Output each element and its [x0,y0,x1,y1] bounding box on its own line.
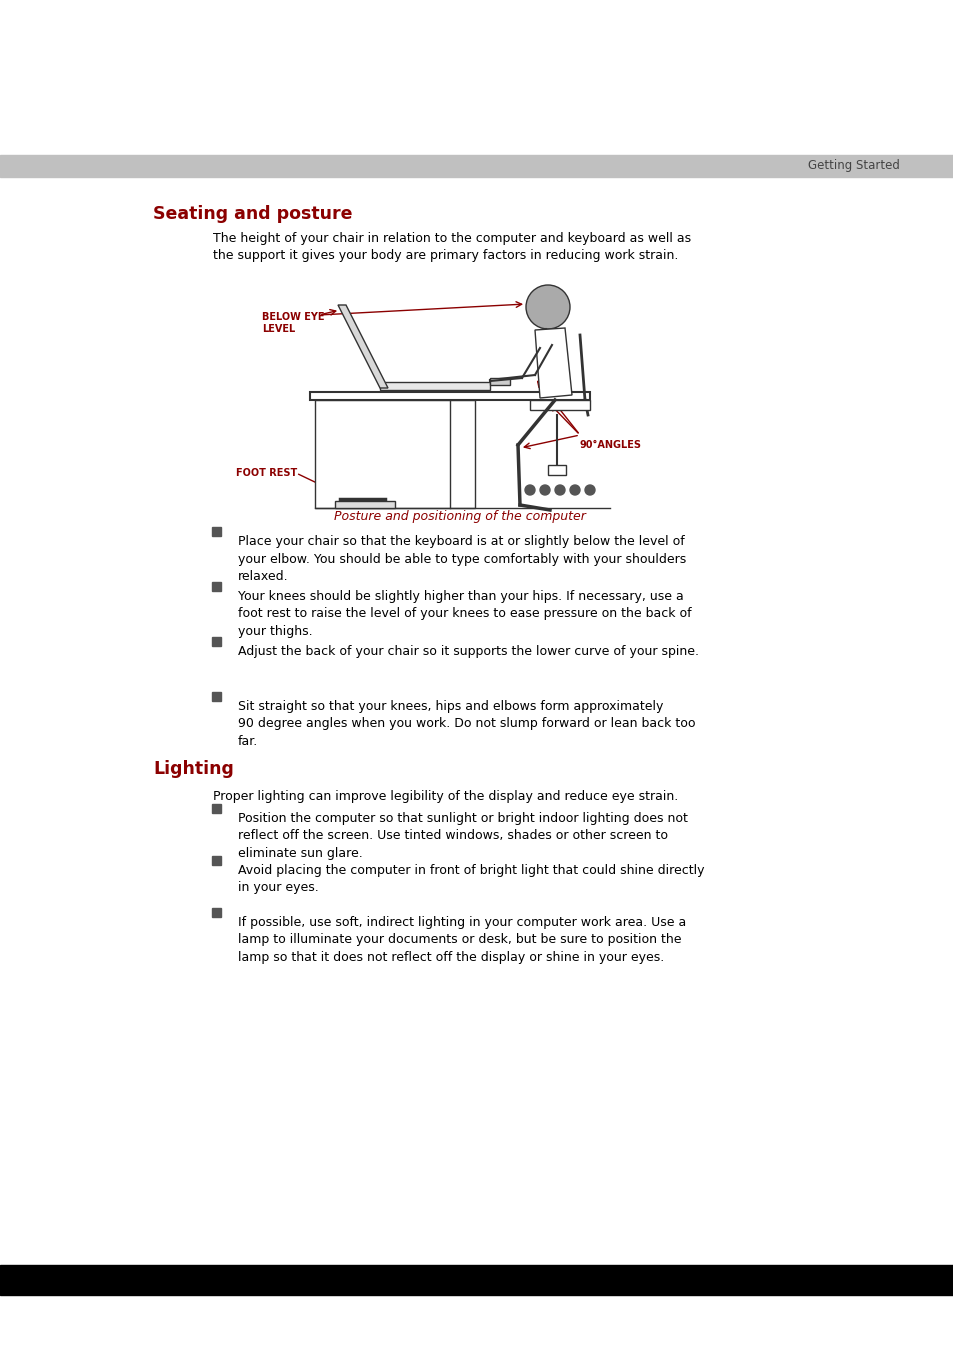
Circle shape [539,485,550,494]
Text: Position the computer so that sunlight or bright indoor lighting does not
reflec: Position the computer so that sunlight o… [237,812,687,861]
Polygon shape [535,328,572,399]
Polygon shape [490,378,510,385]
Text: Proper lighting can improve legibility of the display and reduce eye strain.: Proper lighting can improve legibility o… [213,790,678,802]
Bar [212,908,221,917]
Circle shape [524,485,535,494]
Text: Toshiba A80: Toshiba A80 [40,1274,131,1286]
Text: 3-3: 3-3 [889,1274,913,1286]
Bar [0,155,953,177]
Text: If possible, use soft, indirect lighting in your computer work area. Use a
lamp : If possible, use soft, indirect lighting… [237,916,685,965]
Circle shape [584,485,595,494]
Circle shape [555,485,564,494]
Bar [212,638,221,646]
Bar [212,692,221,701]
Text: Place your chair so that the keyboard is at or slightly below the level of
your : Place your chair so that the keyboard is… [237,535,685,584]
Bar [310,392,589,400]
Text: Your knees should be slightly higher than your hips. If necessary, use a
foot re: Your knees should be slightly higher tha… [237,590,691,638]
Polygon shape [337,305,388,388]
Text: Adjust the back of your chair so it supports the lower curve of your spine.: Adjust the back of your chair so it supp… [237,644,699,658]
Text: 90°ANGLES: 90°ANGLES [579,440,641,450]
Bar [379,382,490,390]
Bar [212,804,221,813]
Circle shape [569,485,579,494]
Text: BELOW EYE
LEVEL: BELOW EYE LEVEL [262,312,324,335]
Bar [0,1265,953,1296]
Bar [212,857,221,865]
Circle shape [525,285,569,330]
Text: Seating and posture: Seating and posture [152,205,352,223]
Bar [547,465,565,476]
Bar [212,527,221,536]
Bar [335,501,395,508]
Text: Posture and positioning of the computer: Posture and positioning of the computer [334,509,585,523]
Bar [212,582,221,590]
Text: Lighting: Lighting [152,761,233,778]
Text: Avoid placing the computer in front of bright light that could shine directly
in: Avoid placing the computer in front of b… [237,865,703,894]
Text: FOOT REST: FOOT REST [235,467,297,478]
Bar [314,400,475,508]
Bar [530,400,589,409]
Text: Sit straight so that your knees, hips and elbows form approximately
90 degree an: Sit straight so that your knees, hips an… [237,700,695,748]
Text: The height of your chair in relation to the computer and keyboard as well as
the: The height of your chair in relation to … [213,232,690,262]
Text: Getting Started: Getting Started [807,159,899,173]
